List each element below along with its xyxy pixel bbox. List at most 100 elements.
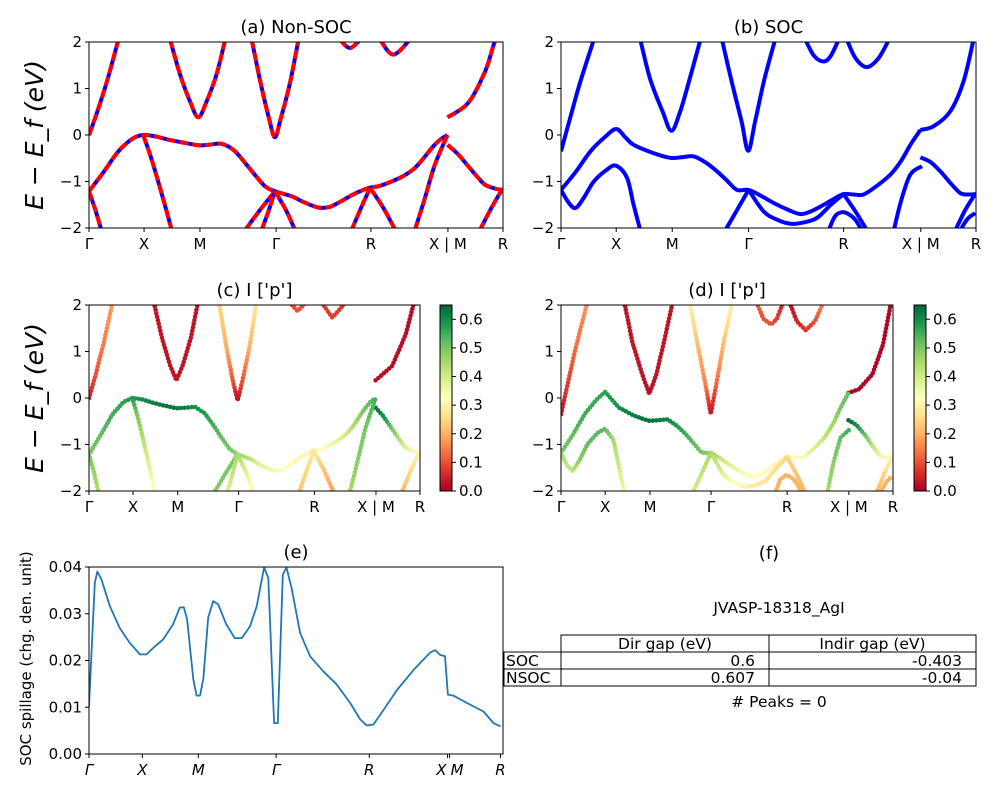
band-point (99, 347, 105, 352)
row-label: SOC (506, 652, 539, 670)
band-point (227, 360, 232, 366)
band-point (164, 403, 169, 409)
band-point (709, 405, 715, 411)
band-point (164, 352, 170, 358)
band-point (719, 352, 724, 358)
band-point (193, 310, 199, 316)
band-point (162, 345, 168, 351)
band-point (109, 305, 114, 310)
band-point (664, 326, 670, 332)
band-point (219, 314, 224, 320)
band-point (629, 335, 634, 341)
band-line (720, 42, 777, 153)
band-point (228, 477, 234, 482)
band-point (561, 408, 565, 414)
band-point (773, 491, 778, 496)
panel-title: (d) I ['p'] (688, 280, 766, 301)
panel-title: (f) (759, 543, 779, 564)
band-point (107, 311, 113, 317)
band-point (581, 313, 587, 319)
panel-a: −2 −1 0 1 2 Γ X M Γ R X | M R (a) Non-SOC E − E_f (eV… (20, 17, 508, 253)
band-point (828, 473, 834, 479)
band-point (881, 336, 887, 342)
band-point (819, 305, 824, 309)
x-tick-label: X | M (429, 235, 467, 253)
x-tick-label: R (495, 761, 505, 779)
band-point (228, 367, 234, 373)
band-line-dashed (368, 186, 397, 228)
y-axis-label: E − E_f (eV) (20, 60, 49, 210)
band-point (830, 462, 836, 468)
band-point (233, 459, 238, 465)
band-point (94, 483, 100, 488)
band-point (194, 305, 200, 309)
band-line-dashed (141, 134, 174, 228)
panel-title: (b) SOC (734, 17, 803, 38)
band-line-dashed (478, 188, 503, 228)
band-point (188, 335, 194, 341)
band-point (370, 404, 376, 409)
band-point (136, 396, 142, 402)
x-tick-label: Γ (557, 235, 566, 253)
axes-frame (560, 41, 977, 229)
band-point (692, 328, 698, 334)
x-tick-label: X (128, 498, 138, 516)
y-tick-label: −1 (60, 436, 82, 454)
band-point (712, 388, 718, 393)
band-point (271, 468, 277, 473)
band-point (576, 334, 581, 340)
band-point (633, 349, 638, 355)
band-point (192, 317, 197, 323)
plot-area (89, 42, 503, 228)
band-point (185, 345, 191, 351)
band-line (919, 155, 976, 197)
band-point (90, 381, 96, 387)
band-point (702, 378, 707, 383)
peaks-count: # Peaks = 0 (731, 693, 827, 711)
band-point (103, 333, 108, 338)
band-point (158, 332, 164, 337)
band-point (153, 307, 158, 313)
band-point (571, 355, 576, 361)
band-point (574, 341, 579, 347)
band-point (101, 340, 107, 345)
band-point (727, 314, 732, 319)
band-point (690, 491, 695, 496)
x-tick-label: X | M (357, 498, 395, 516)
y-tick-label: 1 (72, 343, 82, 361)
x-tick-label: R (498, 235, 508, 253)
band-point (627, 325, 632, 330)
band-point (330, 487, 335, 491)
x-tick-label: X (136, 761, 148, 779)
band-point (657, 358, 662, 363)
band-point (827, 476, 833, 482)
band-point (140, 434, 145, 439)
band-point (140, 437, 146, 443)
colorbar-tick-label: 0.3 (459, 396, 483, 414)
y-tick-label: −2 (60, 482, 82, 500)
band-point (826, 484, 831, 489)
band-point (248, 336, 253, 342)
band-point (231, 466, 237, 472)
band-point (562, 394, 568, 400)
band-point (302, 305, 307, 307)
band-point (619, 479, 625, 485)
band-point (108, 308, 114, 314)
band-point (160, 338, 166, 344)
band-point (827, 480, 832, 486)
band-line-dashed (413, 134, 450, 228)
band-point (246, 347, 252, 353)
band-point (885, 315, 891, 321)
band-point (578, 324, 584, 329)
y-tick-label: 0 (72, 389, 82, 407)
spillage-line (89, 567, 501, 728)
band-point (360, 438, 365, 444)
band-point (715, 374, 720, 379)
colorbar-tick-label: 0.0 (459, 482, 483, 500)
band-point (583, 306, 588, 312)
y-tick-label: 2 (72, 296, 82, 314)
band-point (650, 418, 655, 423)
band-point (887, 476, 893, 481)
band-point (360, 435, 366, 440)
